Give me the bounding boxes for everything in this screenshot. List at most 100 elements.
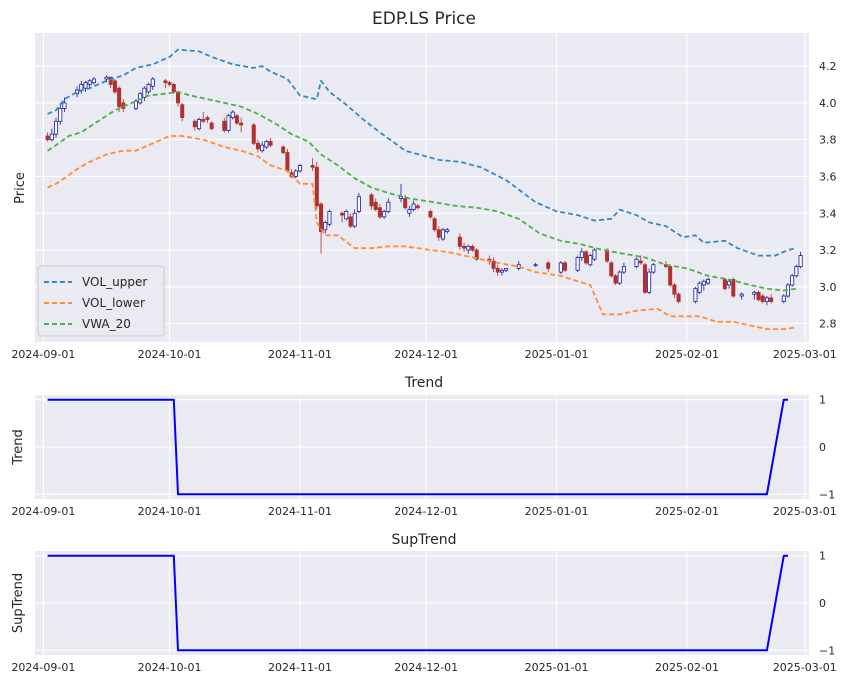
candle-down bbox=[760, 295, 765, 302]
candle-up bbox=[499, 269, 504, 273]
legend-label-vol-upper: VOL_upper bbox=[82, 275, 147, 289]
suptrend-line bbox=[47, 554, 788, 652]
price-x-tick-labels: 2024-09-01 2024-10-01 2024-11-01 2024-12-01… bbox=[11, 348, 836, 361]
x-tick-label: 2024-12-01 bbox=[394, 505, 458, 518]
candle-up bbox=[764, 297, 769, 302]
price-indicator-lines bbox=[47, 48, 797, 331]
series-line bbox=[47, 48, 797, 257]
candle-up bbox=[621, 266, 626, 273]
candle-up bbox=[697, 282, 702, 293]
price-y-tick-labels: 2.8 3.0 3.2 3.4 3.6 3.8 4.0 4.2 bbox=[819, 60, 837, 331]
y-tick-label: 1 bbox=[819, 550, 826, 563]
y-tick-label: −1 bbox=[819, 644, 835, 657]
candle-down bbox=[314, 166, 319, 207]
candle-up bbox=[146, 84, 151, 93]
candle-down bbox=[268, 141, 273, 146]
candle-up bbox=[727, 280, 732, 286]
candle-up bbox=[533, 264, 538, 267]
trend-line bbox=[47, 398, 788, 496]
candle-up bbox=[298, 165, 303, 172]
x-tick-label: 2025-01-01 bbox=[525, 348, 589, 361]
candle-down bbox=[117, 87, 122, 107]
candle-down bbox=[731, 279, 736, 297]
candle-up bbox=[58, 108, 63, 122]
candle-up bbox=[260, 144, 265, 152]
candle-down bbox=[209, 122, 214, 130]
legend-label-vol-lower: VOL_lower bbox=[82, 296, 145, 310]
candle-down bbox=[234, 115, 239, 124]
candle-up bbox=[794, 266, 799, 277]
suptrend-panel: 2024-09-01 2024-10-01 2024-11-01 2024-12-01… bbox=[11, 532, 837, 674]
y-tick-label: 1 bbox=[819, 394, 826, 407]
candle-up bbox=[142, 87, 147, 98]
candle-up bbox=[739, 293, 744, 297]
candle-up bbox=[356, 196, 361, 212]
candle-up bbox=[352, 212, 357, 227]
series-line bbox=[47, 91, 797, 292]
candle-up bbox=[87, 80, 92, 85]
candle-up bbox=[647, 271, 652, 293]
x-tick-label: 2024-12-01 bbox=[394, 661, 458, 674]
candle-up bbox=[411, 203, 416, 210]
candle-down bbox=[491, 260, 496, 269]
price-y-axis-label: Price bbox=[13, 172, 28, 204]
y-tick-label: 3.4 bbox=[819, 207, 837, 220]
candle-up bbox=[230, 111, 235, 119]
candle-up bbox=[504, 268, 509, 271]
legend-label-vwa-20: VWA_20 bbox=[82, 317, 131, 331]
candle-down bbox=[239, 122, 244, 126]
candle-up bbox=[651, 264, 656, 273]
price-candles bbox=[45, 75, 803, 306]
candle-up bbox=[386, 201, 391, 212]
trend-panel: 2024-09-01 2024-10-01 2024-11-01 2024-12-01… bbox=[11, 375, 837, 518]
candle-up bbox=[407, 209, 412, 214]
candle-down bbox=[668, 266, 673, 286]
trend-y-axis-label: Trend bbox=[11, 429, 26, 466]
candle-down bbox=[432, 218, 437, 231]
candle-up bbox=[798, 255, 803, 267]
trend-y-tick-labels: 1 0 −1 bbox=[819, 394, 835, 502]
candle-down bbox=[251, 124, 256, 144]
candle-down bbox=[428, 211, 433, 218]
candle-up bbox=[575, 256, 580, 271]
y-tick-label: 3.0 bbox=[819, 281, 837, 294]
candle-down bbox=[201, 119, 206, 122]
candle-down bbox=[340, 212, 345, 216]
y-tick-label: 4.2 bbox=[819, 60, 837, 73]
x-tick-label: 2024-09-01 bbox=[11, 661, 75, 674]
candle-down bbox=[348, 216, 353, 227]
x-tick-label: 2024-11-01 bbox=[268, 505, 332, 518]
candle-down bbox=[462, 245, 467, 249]
candle-down bbox=[722, 279, 727, 290]
y-tick-label: 0 bbox=[819, 597, 826, 610]
candle-up bbox=[323, 222, 328, 231]
candle-down bbox=[171, 84, 176, 93]
legend-box bbox=[37, 265, 165, 337]
y-tick-label: −1 bbox=[819, 488, 835, 501]
candle-up bbox=[706, 279, 711, 284]
candle-up bbox=[752, 291, 757, 295]
candle-up bbox=[558, 262, 563, 273]
candle-up bbox=[83, 82, 88, 89]
candle-down bbox=[180, 104, 185, 119]
candle-up bbox=[150, 78, 155, 87]
candle-down bbox=[205, 117, 210, 120]
candle-up bbox=[634, 258, 639, 267]
candle-down bbox=[642, 264, 647, 293]
y-tick-label: 3.2 bbox=[819, 244, 837, 257]
candle-down bbox=[403, 198, 408, 209]
x-tick-label: 2025-02-01 bbox=[655, 505, 719, 518]
candle-down bbox=[222, 120, 227, 131]
price-panel: 2024-09-01 2024-10-01 2024-11-01 2024-12-01… bbox=[11, 9, 836, 361]
x-tick-label: 2025-01-01 bbox=[525, 661, 589, 674]
x-tick-label: 2024-11-01 bbox=[268, 661, 332, 674]
candle-down bbox=[373, 201, 378, 210]
x-tick-label: 2025-01-01 bbox=[525, 505, 589, 518]
x-tick-label: 2025-03-01 bbox=[773, 348, 837, 361]
candle-down bbox=[192, 120, 197, 128]
x-tick-label: 2024-09-01 bbox=[11, 348, 75, 361]
x-tick-label: 2025-03-01 bbox=[773, 661, 837, 674]
series-line bbox=[47, 135, 797, 331]
candle-down bbox=[310, 165, 315, 168]
